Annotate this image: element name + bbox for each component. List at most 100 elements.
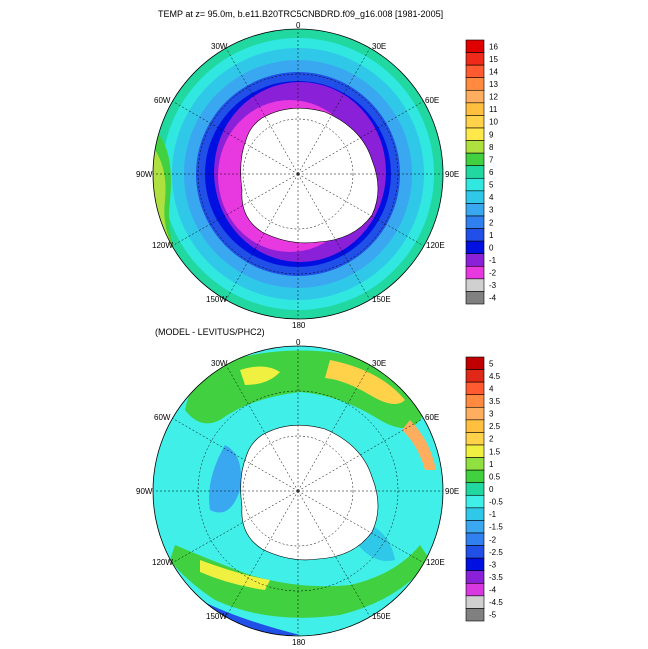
top-panel-title: TEMP at z= 95.0m, b.e11.B20TRC5CNBDRD.f0… (158, 9, 444, 19)
colorbar-tick-label: 4.5 (489, 372, 501, 381)
colorbar-tick-label: -3 (489, 281, 497, 290)
colorbar-tick-label: 0 (489, 243, 494, 252)
colorbar-swatch (465, 102, 485, 116)
colorbar-swatch (465, 595, 485, 609)
bottom-colorbar: 5 4.5 4 3.5 3 2.5 2 1.5 1 0.5 0 -0.5 -1 -1.5 -2 -2.5 -3 -… (465, 356, 503, 622)
top-lon-label: 90E (445, 170, 459, 179)
colorbar-swatch (465, 532, 485, 546)
colorbar-swatch (465, 228, 485, 242)
colorbar-swatch (465, 482, 485, 496)
colorbar-swatch (465, 545, 485, 559)
colorbar-swatch (465, 140, 485, 154)
bottom-lon-label: 60E (425, 413, 439, 422)
colorbar-tick-label: 2 (489, 435, 494, 444)
bottom-lon-label: 30W (211, 359, 228, 368)
colorbar-swatch (465, 265, 485, 280)
colorbar-tick-label: 7 (489, 155, 494, 164)
colorbar-tick-label: -4 (489, 586, 497, 595)
top-lon-label: 150E (372, 295, 391, 304)
colorbar-swatch (465, 356, 485, 370)
colorbar-tick-label: -1.5 (489, 523, 503, 532)
colorbar-swatch (465, 127, 485, 141)
colorbar-tick-label: 15 (489, 55, 498, 64)
colorbar-swatch (465, 291, 485, 305)
colorbar-tick-label: -2.5 (489, 548, 503, 557)
colorbar-swatch (465, 77, 485, 91)
colorbar-swatch (465, 444, 485, 458)
colorbar-tick-label: -2 (489, 269, 497, 278)
colorbar-tick-label: 2.5 (489, 422, 501, 431)
colorbar-swatch (465, 381, 485, 396)
top-lon-label: 120E (426, 241, 445, 250)
colorbar-tick-label: 14 (489, 67, 498, 76)
top-lon-label: 30E (372, 42, 386, 51)
colorbar-swatch (465, 52, 485, 66)
bottom-polar-map (153, 346, 443, 636)
bottom-panel-title: (MODEL - LEVITUS/PHC2) (155, 327, 265, 337)
colorbar-tick-label: 4 (489, 193, 494, 202)
top-lon-label: 120W (152, 241, 173, 250)
colorbar-swatch (465, 570, 485, 584)
colorbar-swatch (465, 253, 485, 267)
bottom-lon-label: 90E (445, 487, 459, 496)
top-lon-label: 0 (296, 21, 301, 30)
colorbar-swatch (465, 469, 485, 484)
colorbar-tick-label: 9 (489, 130, 494, 139)
colorbar-swatch (465, 115, 485, 129)
colorbar-tick-label: 5 (489, 181, 494, 190)
colorbar-tick-label: 5 (489, 359, 494, 368)
colorbar-tick-label: -4.5 (489, 598, 503, 607)
colorbar-tick-label: -4 (489, 294, 497, 303)
colorbar-swatch (465, 369, 485, 383)
bottom-map-border (152, 345, 444, 637)
colorbar-tick-label: 16 (489, 42, 498, 51)
top-lon-labels: 0 30E 60E 90E 120E 150E 180 150W 120W 90… (136, 21, 459, 330)
colorbar-swatch (465, 582, 485, 597)
colorbar-swatch (465, 432, 485, 446)
bottom-lon-label: 120W (152, 558, 173, 567)
colorbar-swatch (465, 608, 485, 622)
colorbar-swatch (465, 278, 485, 292)
top-map-border (152, 28, 444, 320)
colorbar-tick-label: -0.5 (489, 498, 503, 507)
colorbar-tick-label: 6 (489, 168, 494, 177)
colorbar-tick-label: 2 (489, 218, 494, 227)
colorbar-tick-label: -1 (489, 510, 497, 519)
colorbar-tick-label: 11 (489, 105, 498, 114)
top-polar-map (153, 29, 443, 319)
colorbar-swatch (465, 203, 485, 217)
colorbar-tick-label: 8 (489, 143, 494, 152)
colorbar-tick-label: -3.5 (489, 573, 503, 582)
bottom-lon-label: 150W (206, 612, 227, 621)
colorbar-tick-label: 10 (489, 118, 498, 127)
top-lon-label: 60W (154, 96, 171, 105)
colorbar-swatch (465, 507, 485, 521)
top-lon-label: 30W (211, 42, 228, 51)
colorbar-tick-label: 1.5 (489, 447, 501, 456)
colorbar-tick-label: 3.5 (489, 397, 501, 406)
colorbar-tick-label: 1 (489, 231, 494, 240)
colorbar-swatch (465, 165, 485, 179)
top-lon-label: 180 (292, 321, 306, 330)
bottom-lon-label: 180 (292, 638, 306, 647)
colorbar-tick-label: 13 (489, 80, 498, 89)
colorbar-swatch (465, 215, 485, 229)
colorbar-tick-label: 4 (489, 384, 494, 393)
colorbar-tick-label: -3 (489, 560, 497, 569)
colorbar-tick-label: 1 (489, 460, 494, 469)
colorbar-tick-label: -2 (489, 535, 497, 544)
bottom-lon-label: 90W (136, 487, 153, 496)
bottom-lon-label: 0 (296, 338, 301, 347)
bottom-lon-labels: 0 30E 60E 90E 120E 150E 180 150W 120W 90… (136, 338, 459, 647)
colorbar-swatch (465, 39, 485, 53)
colorbar-swatch (465, 64, 485, 79)
colorbar-swatch (465, 494, 485, 509)
colorbar-tick-label: 12 (489, 93, 498, 102)
top-lon-label: 60E (425, 96, 439, 105)
bottom-lon-label: 60W (154, 413, 171, 422)
bottom-lon-label: 30E (372, 359, 386, 368)
colorbar-swatch (465, 419, 485, 433)
colorbar-tick-label: -5 (489, 611, 497, 620)
